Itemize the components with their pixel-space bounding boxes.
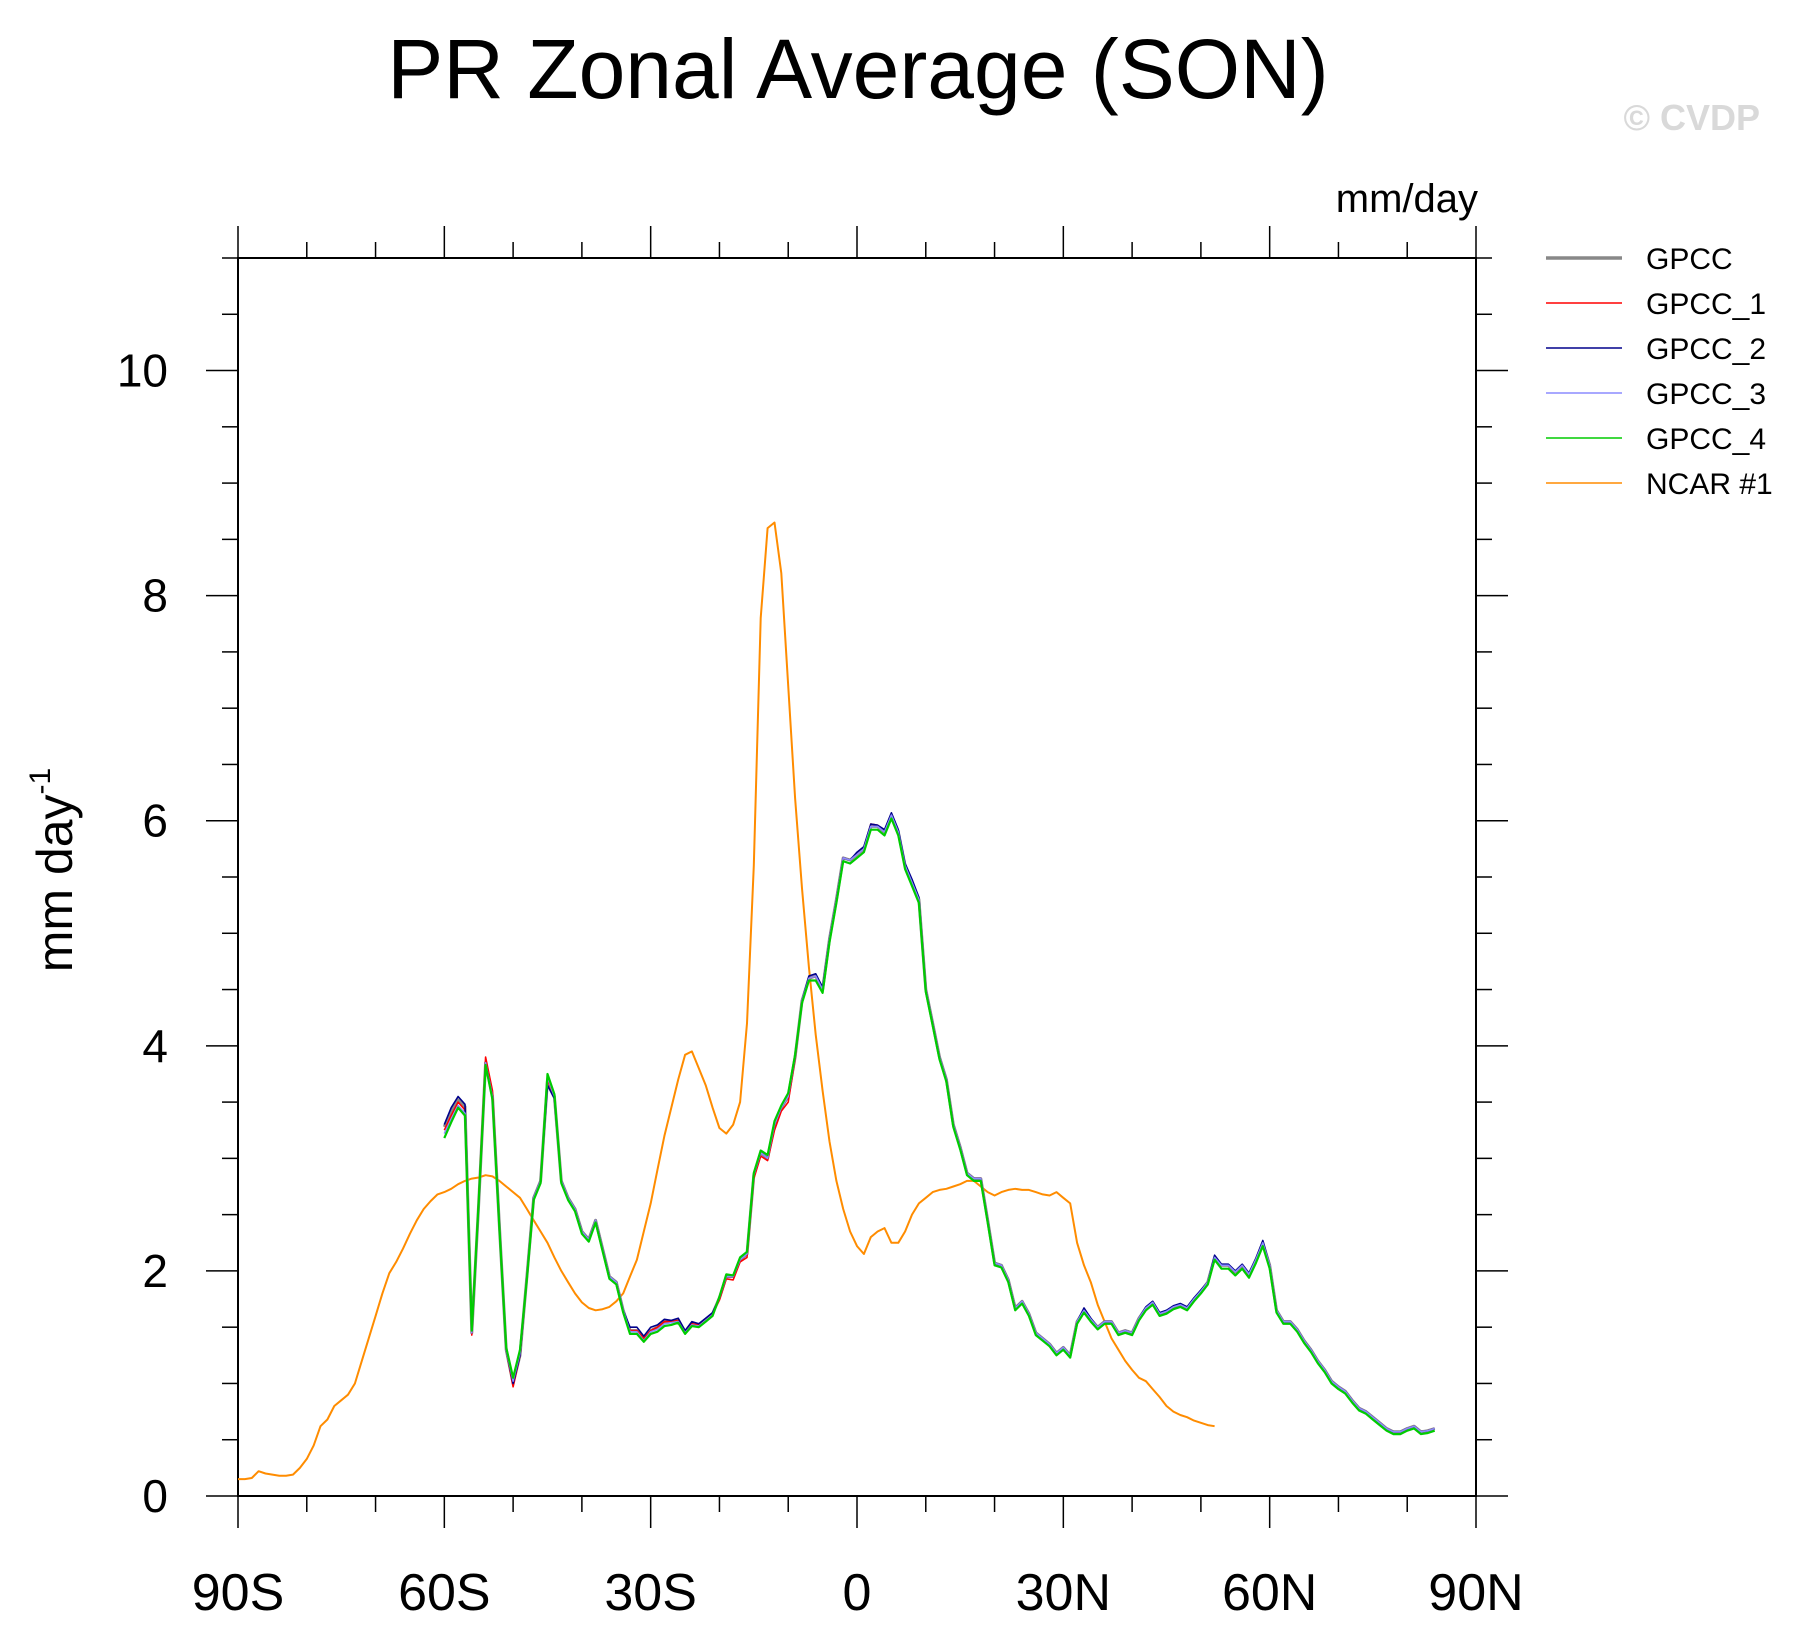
x-tick-label: 30S [604,1564,697,1622]
y-axis-label-exponent: -1 [24,768,57,795]
y-axis-label: mm day-1 [24,768,83,973]
series-line-gpcc-2 [443,811,1435,1433]
x-tick-label: 60S [398,1564,491,1622]
series-layer [238,521,1436,1481]
chart-title: PR Zonal Average (SON) [387,22,1329,116]
y-tick-label: 0 [142,1470,168,1522]
legend-label: GPCC_3 [1646,378,1766,411]
x-tick-label: 0 [843,1564,872,1622]
y-axis-label-text: mm day [27,794,83,972]
x-tick-label: 90N [1428,1564,1523,1622]
legend-label: NCAR #1 [1646,468,1773,501]
y-tick-label: 2 [142,1245,168,1297]
legend: GPCC GPCC_1 GPCC_2 GPCC_3 GPCC_4 NCAR #1 [1546,243,1773,501]
series-line-ncar-1 [238,521,1215,1481]
axes: 0 2 4 6 8 10 90S 60S 30S 0 30N 60N 90N [117,226,1524,1622]
legend-label: GPCC_4 [1646,423,1766,456]
series-line-gpcc-3 [443,814,1435,1433]
legend-label: GPCC_2 [1646,333,1766,366]
cvdp-watermark: © CVDP [1623,97,1760,138]
units-label: mm/day [1336,177,1478,221]
legend-label: GPCC_1 [1646,288,1766,321]
series-line-gpcc-4 [443,817,1436,1436]
y-tick-label: 4 [142,1020,168,1072]
svg-text:mm day-1: mm day-1 [24,768,83,973]
x-tick-label: 60N [1222,1564,1317,1622]
plot-frame [237,257,1477,1497]
y-tick-label: 10 [117,345,168,397]
series-line-gpcc-1 [443,814,1435,1433]
series-line-gpcc [442,813,1436,1434]
x-tick-label: 30N [1016,1564,1111,1622]
legend-label: GPCC [1646,243,1733,276]
y-tick-label: 6 [142,795,168,847]
x-tick-label: 90S [192,1564,285,1622]
y-tick-label: 8 [142,570,168,622]
